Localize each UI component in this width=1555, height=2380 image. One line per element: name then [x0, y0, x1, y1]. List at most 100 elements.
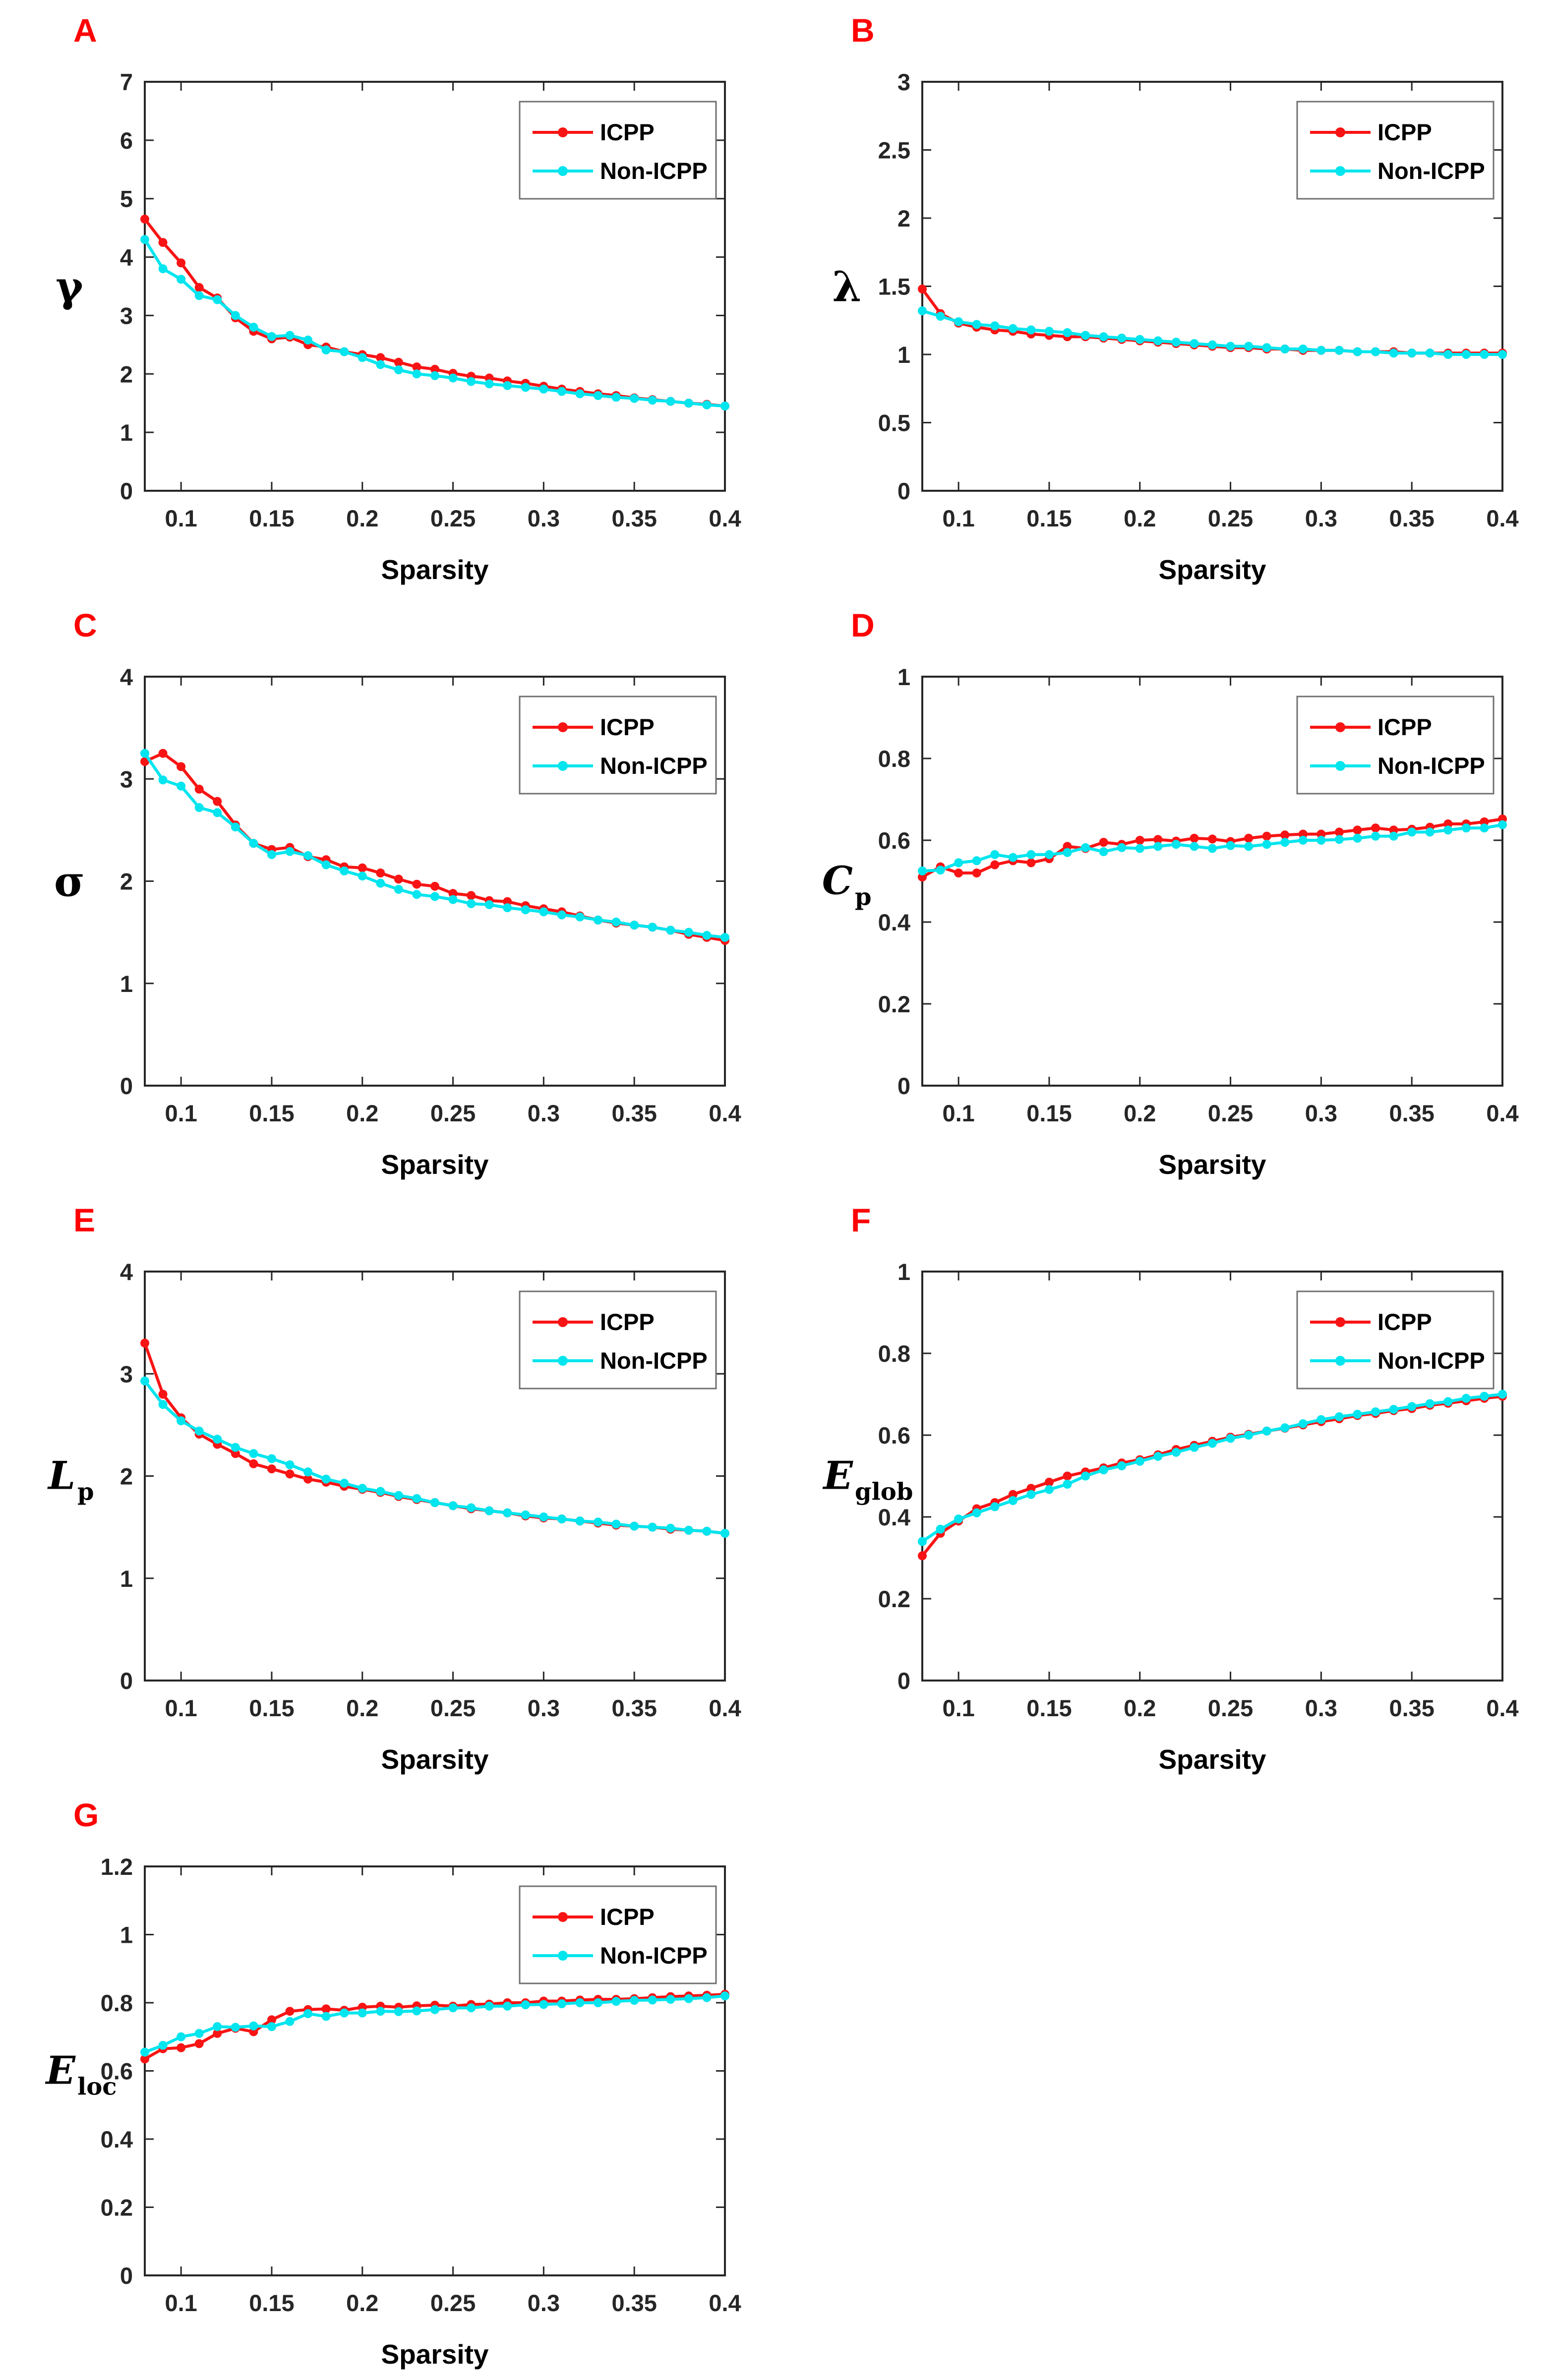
y-axis-label-sub: glob: [855, 1478, 913, 1506]
non-icpp-line: [921, 1393, 1503, 1543]
x-ticks: [180, 1272, 726, 1681]
y-tick-label: 0.8: [878, 1340, 910, 1367]
x-tick-label: 0.25: [430, 505, 476, 531]
y-tick-label: 1: [897, 664, 910, 690]
x-tick-label: 0.25: [1208, 505, 1253, 531]
legend-box: [519, 1885, 717, 1984]
x-tick-label: 0.4: [709, 505, 741, 531]
y-tick-label: 0.4: [878, 1504, 910, 1530]
x-tick-label: 0.15: [1026, 1100, 1072, 1126]
non-icpp-line: [143, 238, 725, 408]
y-tick-label: 3: [120, 1361, 133, 1387]
x-axis-label: Sparsity: [381, 2339, 488, 2370]
x-tick-label: 0.1: [942, 1695, 974, 1721]
x-tick-label: 0.3: [528, 505, 560, 531]
chart-panel-D: D 0 0.2 0.4 0.6 0.8 1 0.1 0.15 0.2 0.25 0.3 0.35 0.4 S…: [822, 607, 1519, 1180]
y-tick-label: 0.2: [878, 991, 910, 1017]
non-icpp-legend-label: Non-ICPP: [600, 1347, 708, 1374]
y-tick-label: 1.2: [101, 1854, 133, 1880]
x-tick-label: 0.1: [165, 1695, 197, 1721]
x-tick-label: 0.25: [1208, 1100, 1253, 1126]
x-tick-label: 0.2: [1124, 505, 1156, 531]
non-icpp-markers: [140, 235, 729, 411]
y-ticks: [145, 1865, 725, 2276]
y-tick-label: 0.8: [878, 746, 910, 772]
y-tick-label: 1: [120, 1566, 133, 1592]
x-tick-label: 0.35: [611, 505, 657, 531]
non-icpp-legend-label: Non-ICPP: [600, 1942, 708, 1969]
panel-letter-A: A: [73, 12, 97, 49]
y-tick-label: 4: [120, 664, 133, 690]
y-tick-label: 0.5: [878, 410, 910, 436]
x-tick-label: 0.15: [1026, 1695, 1072, 1721]
x-tick-label: 0.2: [1124, 1100, 1156, 1126]
panel-letter-E: E: [73, 1202, 95, 1238]
panel-letter-D: D: [851, 607, 875, 643]
non-icpp-legend-label: Non-ICPP: [600, 158, 708, 184]
x-tick-label: 0.15: [249, 1695, 294, 1721]
non-icpp-markers: [140, 1376, 729, 1538]
x-axis-label: Sparsity: [1158, 1744, 1266, 1775]
x-ticks: [180, 677, 726, 1086]
y-ticks: [145, 1271, 725, 1682]
y-tick-label: 1: [897, 342, 910, 368]
y-ticks: [922, 81, 1502, 492]
icpp-legend-label: ICPP: [600, 1309, 655, 1335]
y-axis-label: σ: [54, 857, 85, 906]
x-axis-label: Sparsity: [381, 554, 488, 585]
x-tick-label: 0.1: [165, 505, 197, 531]
x-tick-labels: 0.1 0.15 0.2 0.25 0.3 0.35 0.4: [165, 1100, 741, 1126]
y-axis-label: γ: [56, 262, 83, 311]
legend-box: [1296, 101, 1495, 200]
x-tick-label: 0.25: [430, 1100, 476, 1126]
chart-panel-F: F 0 0.2 0.4 0.6 0.8 1 0.1 0.15 0.2 0.25 0.3 0.35 0.4 S…: [823, 1202, 1519, 1775]
y-axis-label-sub: p: [855, 883, 872, 911]
legend-box: [519, 696, 717, 795]
panel-letter-C: C: [73, 607, 97, 643]
y-tick-labels: 0 0.2 0.4 0.6 0.8 1 1.2: [101, 1854, 133, 2289]
legend: ICPP Non-ICPP: [519, 1885, 717, 1984]
icpp-legend-marker: [1335, 722, 1345, 732]
x-ticks: [180, 82, 726, 491]
y-tick-label: 7: [120, 69, 133, 95]
x-tick-labels: 0.1 0.15 0.2 0.25 0.3 0.35 0.4: [165, 1695, 741, 1721]
x-tick-label: 0.35: [611, 1100, 657, 1126]
x-tick-label: 0.25: [430, 1695, 476, 1721]
y-tick-label: 6: [120, 127, 133, 154]
chart-panel-C: C 0 1 2 3 4 0.1 0.15 0.2 0.25 0.3 0.35 0.4 Sparsity σ I…: [54, 607, 741, 1180]
y-axis-label-main: E: [823, 1453, 854, 1499]
y-tick-label: 0: [120, 1073, 133, 1099]
y-tick-label: 0: [120, 2263, 133, 2289]
y-ticks: [922, 1271, 1502, 1682]
y-tick-labels: 0 1 2 3 4 5 6 7: [120, 69, 133, 504]
non-icpp-legend-marker: [1335, 1356, 1345, 1366]
y-axis-label: λ: [833, 262, 862, 311]
y-tick-label: 0: [897, 1073, 910, 1099]
icpp-legend-label: ICPP: [1377, 1309, 1432, 1335]
chart-panel-B: B 0 0.5 1 1.5 2 2.5 3 0.1 0.15 0.2 0.25 0.3 0.35 0.4 Sp…: [833, 12, 1519, 585]
y-tick-label: 0.2: [101, 2195, 133, 2221]
x-tick-labels: 0.1 0.15 0.2 0.25 0.3 0.35 0.4: [942, 505, 1518, 531]
legend-box: [519, 101, 717, 200]
non-icpp-legend-marker: [558, 1951, 568, 1961]
x-tick-labels: 0.1 0.15 0.2 0.25 0.3 0.35 0.4: [942, 1100, 1518, 1126]
y-axis-label-main: C: [822, 859, 853, 904]
non-icpp-markers: [140, 749, 729, 942]
y-tick-label: 1: [120, 971, 133, 997]
plot-box: [921, 1271, 1503, 1682]
y-tick-label: 4: [120, 1259, 133, 1285]
y-tick-labels: 0 0.2 0.4 0.6 0.8 1: [878, 664, 910, 1099]
x-tick-label: 0.4: [709, 1100, 741, 1126]
non-icpp-legend-marker: [558, 166, 568, 176]
non-icpp-line: [143, 1380, 725, 1535]
icpp-legend-label: ICPP: [600, 714, 655, 740]
x-tick-label: 0.3: [528, 1695, 560, 1721]
legend-box: [1296, 696, 1495, 795]
legend: ICPP Non-ICPP: [1296, 1290, 1495, 1390]
icpp-legend-label: ICPP: [600, 119, 655, 145]
x-tick-label: 0.2: [346, 2290, 378, 2316]
x-tick-label: 0.3: [528, 2290, 560, 2316]
panel-letter-B: B: [851, 12, 875, 49]
y-tick-labels: 0 1 2 3 4: [120, 1259, 133, 1694]
